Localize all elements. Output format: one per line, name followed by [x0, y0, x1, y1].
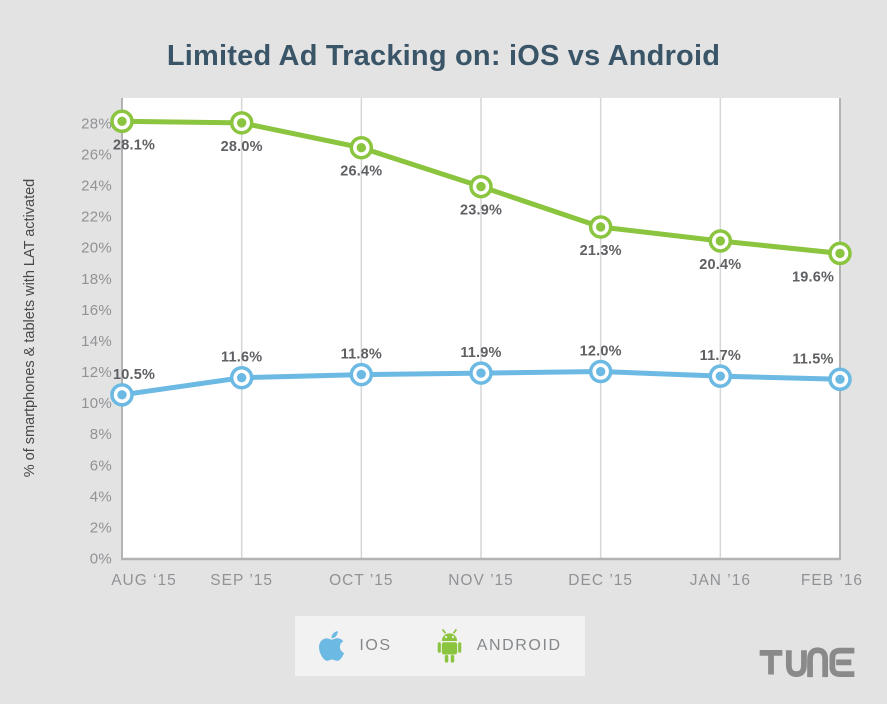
data-label-android: 19.6%	[792, 269, 834, 285]
data-label-ios: 11.6%	[221, 350, 262, 366]
x-tick-label: FEB ’16	[801, 572, 863, 589]
data-point-dot-ios	[476, 368, 486, 378]
data-label-ios: 11.9%	[460, 345, 501, 361]
y-tick-label: 24%	[81, 178, 112, 195]
data-label-ios: 12.0%	[580, 344, 622, 360]
x-tick-label: DEC ’15	[568, 572, 633, 589]
y-tick-label: 2%	[90, 519, 112, 536]
chart-title: Limited Ad Tracking on: iOS vs Android	[166, 40, 721, 72]
legend-item-android: ANDROID	[436, 628, 562, 664]
data-label-ios: 11.5%	[792, 351, 833, 367]
y-tick-label: 6%	[90, 457, 112, 474]
data-point-dot-ios	[236, 373, 247, 383]
data-point-dot-android	[595, 222, 606, 232]
data-label-android: 20.4%	[699, 257, 741, 273]
y-tick-label: 8%	[90, 426, 112, 443]
y-tick-label: 4%	[90, 488, 112, 505]
apple-icon	[319, 631, 345, 661]
y-tick-label: 16%	[81, 302, 112, 319]
y-tick-label: 22%	[81, 209, 112, 226]
legend: IOS ANDROID	[295, 616, 585, 676]
data-point-dot-ios	[117, 390, 127, 400]
y-tick-label: 14%	[81, 333, 112, 350]
data-point-dot-android	[835, 248, 845, 259]
y-tick-label: 10%	[81, 395, 112, 412]
data-point-dot-ios	[356, 369, 367, 380]
data-point-dot-ios	[595, 366, 606, 377]
data-point-dot-android	[715, 236, 726, 246]
y-tick-label: 18%	[81, 271, 112, 288]
data-label-android: 28.1%	[113, 137, 155, 153]
x-tick-label: OCT ’15	[329, 572, 393, 589]
y-tick-label: 0%	[90, 551, 112, 568]
data-label-android: 28.0%	[221, 139, 263, 155]
y-tick-label: 20%	[81, 240, 112, 257]
y-tick-label: 26%	[81, 146, 112, 163]
data-label-ios: 11.7%	[700, 348, 741, 364]
data-label-ios: 11.8%	[341, 347, 382, 363]
y-tick-label: 28%	[81, 115, 112, 132]
data-label-android: 26.4%	[340, 164, 382, 180]
legend-label-ios: IOS	[359, 637, 392, 654]
android-icon	[437, 628, 461, 663]
data-point-dot-android	[236, 118, 247, 128]
legend-label-android: ANDROID	[476, 637, 562, 654]
data-point-dot-android	[117, 116, 127, 127]
legend-item-ios: IOS	[318, 629, 391, 663]
data-label-ios: 10.5%	[113, 367, 155, 383]
data-label-android: 23.9%	[460, 203, 502, 219]
y-axis-title: % of smartphones & tablets with LAT acti…	[22, 179, 38, 477]
y-tick-label: 12%	[81, 364, 112, 381]
data-point-dot-android	[476, 181, 486, 192]
x-tick-label: AUG ‘15	[111, 572, 177, 589]
data-point-dot-android	[356, 143, 367, 153]
data-point-dot-ios	[835, 374, 845, 384]
tune-logo	[759, 647, 855, 678]
line-chart: AUG ‘15 SEP ’15 OCT ’15 NOV ’15 DEC ’15 JAN ’…	[22, 98, 863, 589]
x-tick-label: JAN ’16	[690, 572, 751, 589]
x-tick-label: SEP ’15	[210, 572, 273, 589]
data-point-dot-ios	[715, 371, 726, 381]
x-tick-label: NOV ’15	[448, 572, 514, 589]
data-label-android: 21.3%	[580, 243, 622, 259]
